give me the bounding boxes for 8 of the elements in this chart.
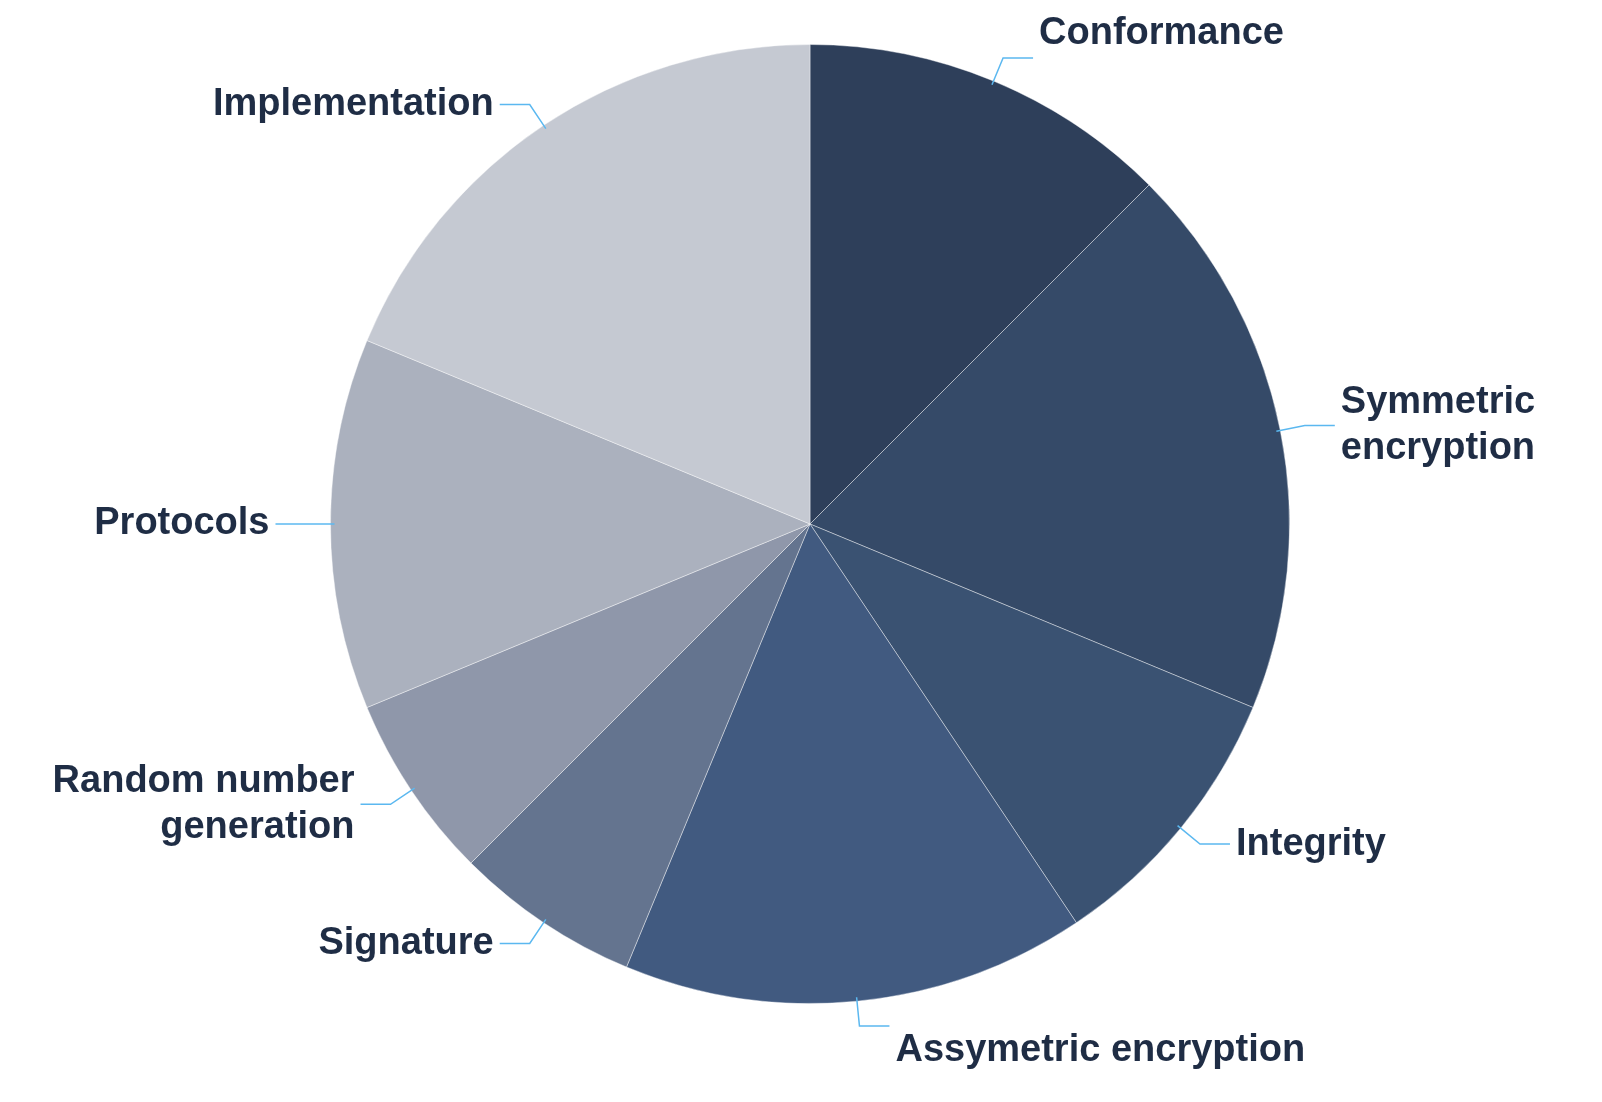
slice-label: Random number generation xyxy=(52,757,355,846)
slice-label: Integrity xyxy=(1235,820,1386,863)
slice-label: Assymetric encryption xyxy=(895,1026,1306,1069)
slice-label: Symmetric encryption xyxy=(1340,379,1536,468)
slice-label: Conformance xyxy=(1039,10,1284,53)
slice-label: Signature xyxy=(318,919,494,962)
slice-label: Protocols xyxy=(94,500,270,543)
slice-label: Implementation xyxy=(212,81,494,124)
